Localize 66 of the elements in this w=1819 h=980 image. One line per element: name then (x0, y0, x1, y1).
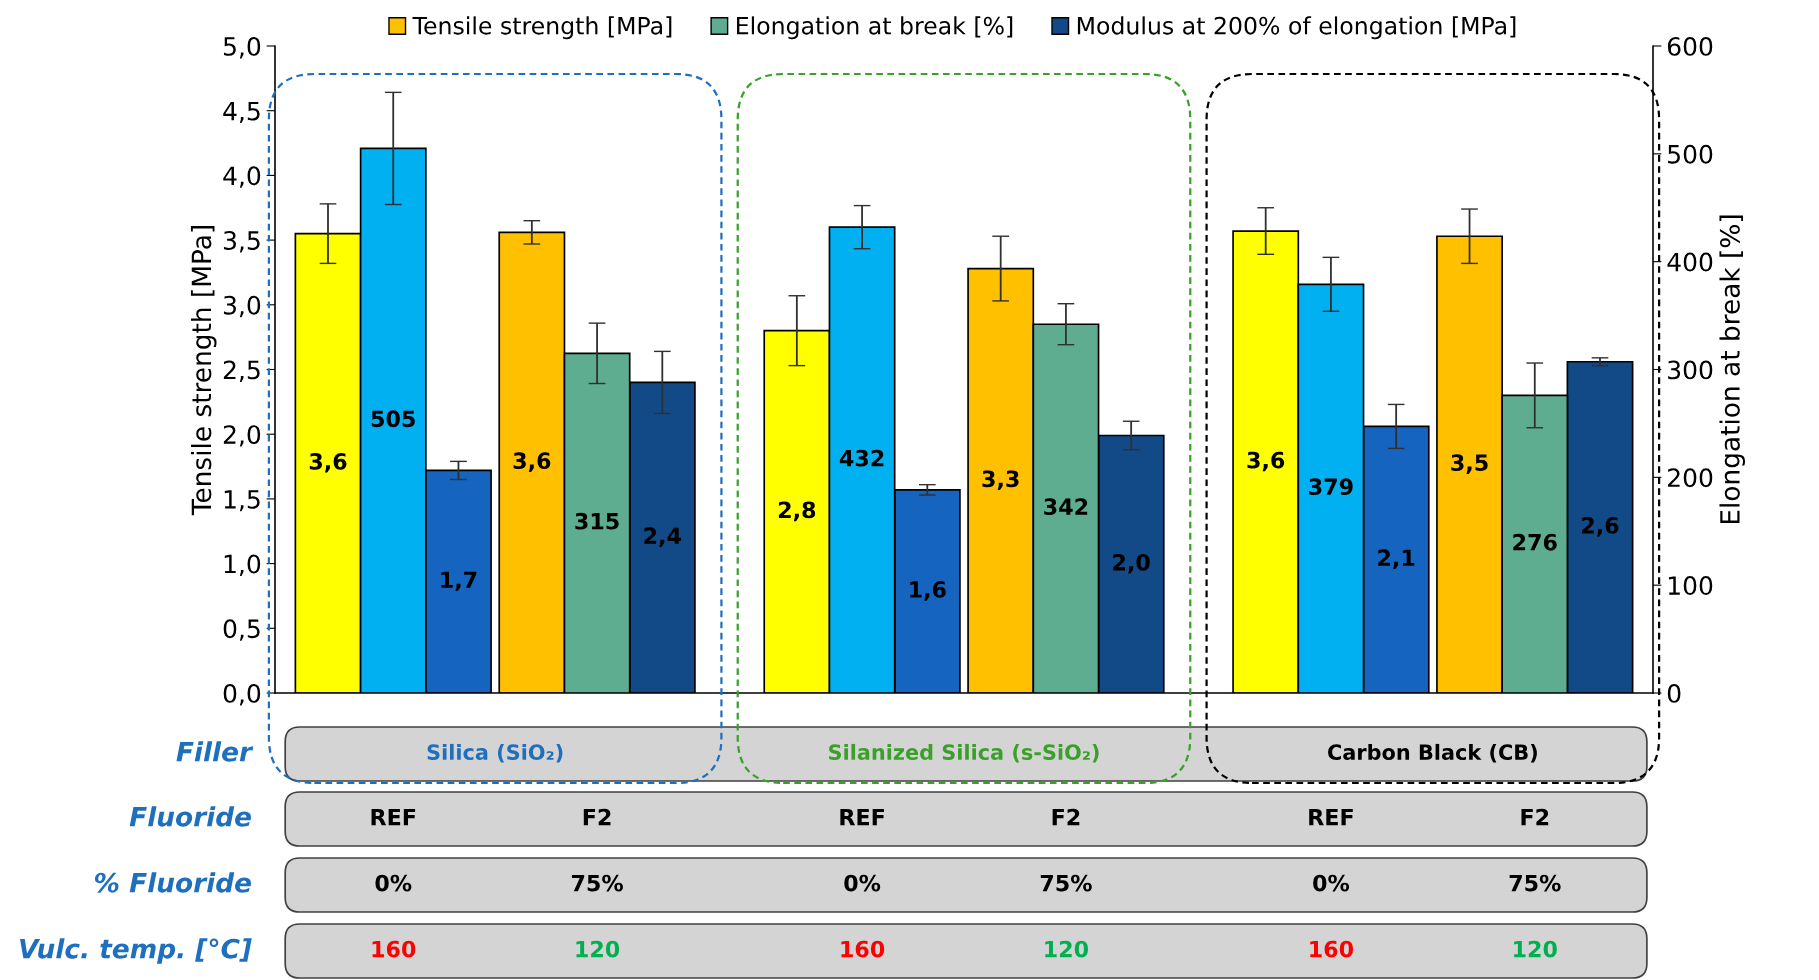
y-tick-label: 0,5 (223, 619, 260, 641)
y2-tick-label: 200 (1668, 468, 1713, 488)
x-tick-label: REF (1309, 808, 1353, 826)
data-label: 1,6 (910, 581, 946, 601)
x-tick-label: REF (840, 808, 884, 826)
data-label: 2,8 (778, 501, 816, 522)
data-label: 3,3 (982, 470, 1019, 491)
y2-tick-label: 300 (1668, 360, 1713, 380)
y-axis-title: Tensile strength [MPa] (190, 226, 217, 516)
text: 75% (571, 874, 623, 892)
data-label: 432 (839, 449, 884, 467)
x-tick-label: F2 (583, 808, 611, 826)
text: Fluoride (129, 806, 251, 827)
text: Vulc. temp. [°C] (20, 938, 252, 964)
data-label: 3,5 (1451, 454, 1488, 474)
text: 160 (1310, 940, 1354, 958)
text: % Fluoride (94, 872, 251, 893)
text: 120 (1045, 940, 1089, 958)
text: Filler (176, 741, 254, 762)
text: Silanized Silica (s-SiO₂) (829, 743, 1099, 763)
data-label: 342 (1044, 498, 1088, 516)
x-tick-label: REF (371, 808, 416, 826)
data-label: 1,7 (441, 571, 477, 591)
text: 160 (372, 940, 416, 958)
text: Silica (SiO₂) (427, 743, 563, 763)
data-label: 276 (1513, 533, 1557, 551)
y-tick-label: 4,0 (223, 166, 261, 188)
data-label: 3,6 (309, 452, 347, 473)
y-tick-label: 4,5 (223, 101, 260, 124)
text: 160 (841, 940, 885, 958)
data-label: 3,6 (1247, 451, 1285, 472)
y2-tick-label: 400 (1667, 252, 1713, 272)
data-label: 3,6 (513, 452, 551, 472)
text: 75% (1509, 874, 1561, 892)
data-label: 2,0 (1113, 553, 1150, 574)
y2-tick-label: 600 (1667, 36, 1713, 56)
data-label: 379 (1309, 478, 1353, 496)
y-tick-label: 3,5 (223, 231, 260, 253)
y-tick-label: 1,5 (224, 490, 260, 512)
data-label: 2,4 (644, 527, 681, 548)
text: 120 (1514, 940, 1557, 958)
data-label: 2,1 (1378, 549, 1415, 570)
y2-tick-label: 0 (1667, 683, 1681, 703)
legend-label: Modulus at 200% of elongation [MPa] (1077, 16, 1516, 40)
data-label: 2,6 (1582, 517, 1619, 537)
y2-axis-title: Elongation at break [%] (1719, 215, 1746, 524)
text: 0% (375, 874, 412, 892)
x-tick-label: F2 (1052, 808, 1080, 826)
data-label: 315 (575, 512, 619, 530)
y-tick-label: 3,0 (223, 295, 261, 318)
y-tick-label: 0,0 (223, 683, 261, 706)
y-tick-label: 2,5 (223, 360, 260, 382)
legend-label: Tensile strength [MPa] (412, 16, 672, 40)
y-tick-label: 5,0 (223, 36, 261, 59)
y-tick-label: 2,0 (223, 425, 261, 447)
text: 120 (576, 940, 620, 958)
x-tick-label: F2 (1521, 808, 1549, 826)
text: 75% (1040, 874, 1092, 892)
y2-tick-label: 500 (1668, 144, 1713, 164)
legend-label: Elongation at break [%] (737, 16, 1013, 40)
y-tick-label: 1,0 (224, 554, 261, 576)
text: 0% (844, 874, 881, 892)
data-label: 505 (371, 410, 415, 428)
y2-tick-label: 100 (1668, 576, 1713, 596)
text: Carbon Black (CB) (1328, 743, 1537, 763)
text: 0% (1313, 874, 1350, 892)
